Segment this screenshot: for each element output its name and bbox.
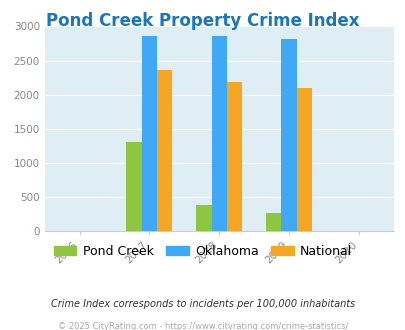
Legend: Pond Creek, Oklahoma, National: Pond Creek, Oklahoma, National [49,240,356,263]
Text: Crime Index corresponds to incidents per 100,000 inhabitants: Crime Index corresponds to incidents per… [51,299,354,309]
Bar [157,70,172,231]
Bar [141,36,157,231]
Bar [126,142,141,231]
Bar [296,88,311,231]
Text: © 2025 CityRating.com - https://www.cityrating.com/crime-statistics/: © 2025 CityRating.com - https://www.city… [58,322,347,330]
Bar [226,82,242,231]
Text: Pond Creek Property Crime Index: Pond Creek Property Crime Index [46,12,359,30]
Bar [211,36,226,231]
Bar [265,213,281,231]
Bar [281,39,296,231]
Bar [196,205,211,231]
